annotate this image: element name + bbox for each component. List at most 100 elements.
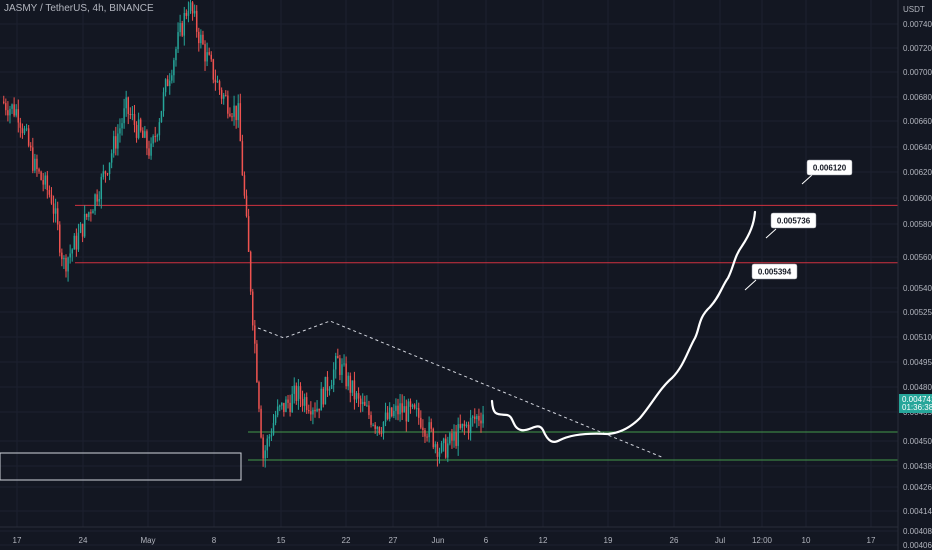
candle-body [266, 438, 269, 451]
candle-body [42, 180, 44, 185]
candle-body [137, 119, 140, 138]
price-tick-label: 0.004060 [903, 541, 932, 550]
candle-body [278, 405, 281, 407]
candle-body [100, 176, 103, 200]
candle-body [376, 426, 378, 429]
candle-body [422, 427, 424, 431]
target-label-text: 0.005736 [777, 217, 811, 226]
candle-body [297, 386, 300, 401]
time-tick-label: 24 [79, 536, 88, 545]
candle-body [71, 249, 73, 254]
candle-body [301, 398, 304, 406]
candle-body [407, 401, 410, 422]
time-axis[interactable]: 17 24 May 8 15 22 27 Jun 6 12 19 26 Jul 12:00 10 17 [0, 526, 898, 545]
time-tick-label: 17 [867, 536, 876, 545]
candle-body [65, 257, 67, 272]
candle-body [453, 432, 455, 441]
candle-body [92, 210, 94, 214]
current-price-countdown: 01:36:38 [902, 403, 932, 412]
candle-body [463, 423, 466, 427]
candle-body [187, 10, 190, 16]
candle-body [164, 79, 167, 93]
candle-body [444, 438, 447, 458]
candle-body [218, 81, 221, 90]
candle-body [262, 437, 264, 459]
candle-body [368, 405, 370, 416]
candle-body [424, 430, 426, 437]
candle-body [193, 10, 196, 14]
price-levels [0, 204, 898, 481]
candle-body [461, 423, 464, 428]
candle-body [374, 424, 376, 429]
candle-body [442, 438, 445, 444]
current-price-tag-bg [899, 394, 932, 413]
candle-body [133, 114, 136, 125]
candle-body [233, 105, 235, 117]
candle-body [355, 393, 358, 400]
candle-body [129, 114, 132, 116]
candle-body [335, 355, 337, 370]
candle-body [19, 122, 22, 128]
candle-body [183, 12, 186, 36]
candle-body [332, 369, 335, 385]
candle-body [171, 75, 173, 81]
candle-body [81, 223, 84, 237]
candle-body [260, 408, 262, 438]
candle-body [312, 409, 314, 415]
candle-body [285, 399, 287, 412]
chart-grid [0, 0, 898, 546]
candle-body [189, 2, 192, 11]
candle-body [270, 434, 273, 437]
candle-body [56, 208, 59, 225]
candle-body [432, 428, 435, 448]
symbol-title: JASMY / TetherUS, 4h, BINANCE [4, 3, 154, 14]
candle-body [372, 424, 374, 426]
candle-body [339, 358, 341, 375]
candle-body [69, 253, 71, 258]
candle-body [90, 212, 92, 214]
candle-body [426, 436, 428, 438]
candle-body [104, 171, 107, 174]
candle-body [299, 386, 302, 399]
candle-body [94, 194, 96, 211]
candle-body [395, 405, 397, 411]
candle-body [449, 433, 451, 444]
candle-body [135, 124, 138, 138]
candle-body [162, 92, 165, 112]
candle-body [380, 433, 383, 435]
candle-body [166, 79, 169, 87]
candle-body [34, 158, 36, 171]
candle-body [345, 363, 347, 387]
candle-body [252, 291, 254, 326]
candle-body [310, 411, 312, 415]
candle-body [330, 384, 333, 389]
candle-body [401, 403, 403, 413]
candle-body [115, 136, 117, 149]
candle-body [478, 415, 480, 421]
candle-body [320, 388, 322, 411]
candle-body [364, 401, 366, 406]
candle-body [154, 136, 156, 138]
time-tick-label: 26 [670, 536, 679, 545]
candle-body [440, 443, 443, 452]
candle-body [388, 407, 391, 419]
candle-body [29, 145, 32, 148]
candle-body [391, 407, 393, 417]
candle-body [318, 408, 320, 411]
candle-body [79, 223, 82, 233]
candle-body [237, 103, 239, 121]
candle-body [21, 127, 24, 134]
candle-body [353, 380, 356, 400]
candle-body [144, 131, 146, 138]
candle-body [316, 408, 318, 412]
candle-body [281, 402, 283, 406]
candle-body [121, 123, 123, 129]
